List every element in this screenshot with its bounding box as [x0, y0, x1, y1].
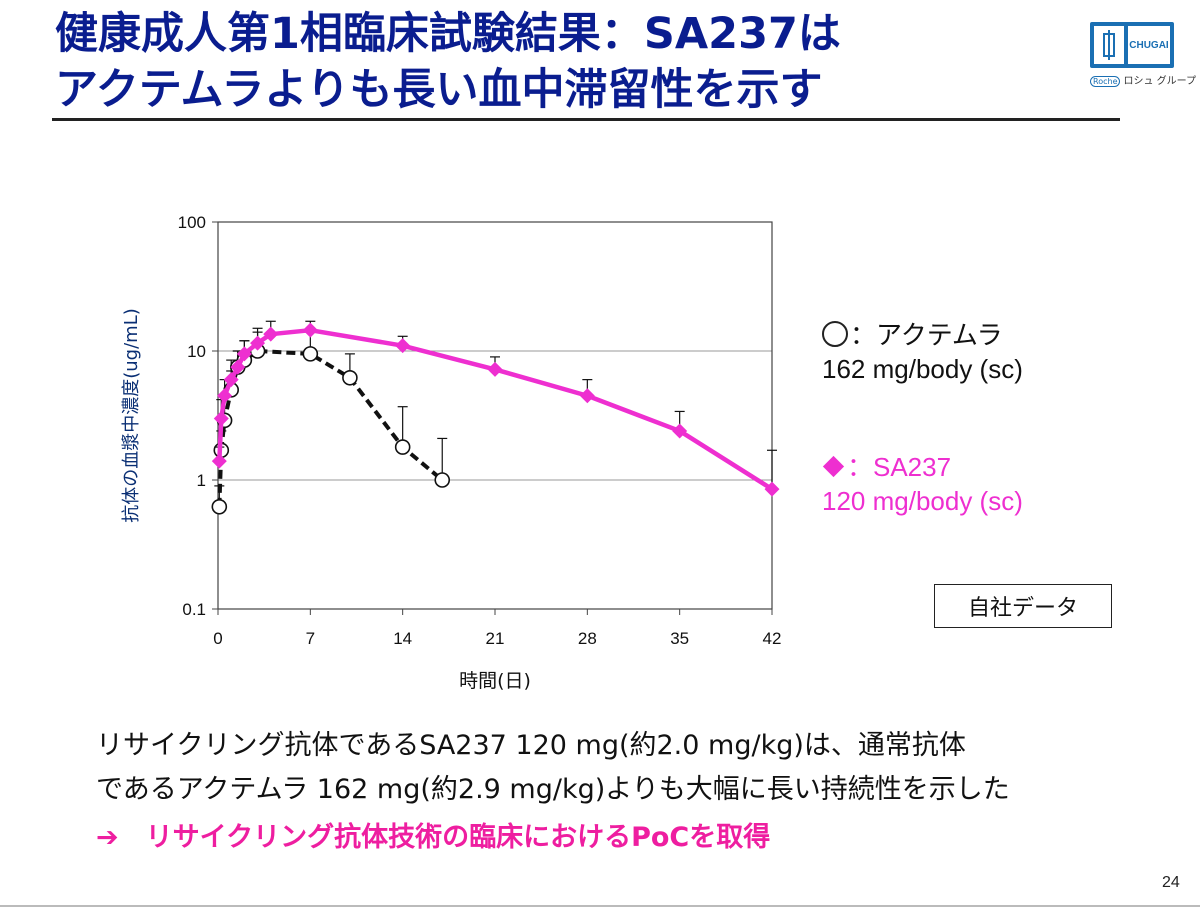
legend-sa237-dose: 120 mg/body (sc) — [822, 486, 1023, 516]
chugai-logo: CHUGAI Roche ロシュ グループ — [1090, 22, 1196, 92]
data-point — [342, 369, 358, 386]
x-tick-label: 0 — [213, 629, 222, 648]
roche-badge: Roche — [1090, 76, 1121, 87]
source-note: 自社データ — [934, 584, 1112, 628]
summary-text: リサイクリング抗体であるSA237 120 mg(約2.0 mg/kg)は、通常… — [96, 724, 1010, 812]
x-tick-label: 21 — [486, 629, 505, 648]
legend-actemra-dose: 162 mg/body (sc) — [822, 354, 1023, 384]
y-axis-label: 抗体の血漿中濃度(ug/mL) — [121, 308, 142, 523]
x-tick-label: 28 — [578, 629, 597, 648]
data-point — [395, 338, 411, 354]
roche-group-text: ロシュ グループ — [1123, 76, 1197, 87]
title-line-1: 健康成人第1相臨床試験結果：SA237は — [55, 9, 841, 59]
conclusion-text: ➔ リサイクリング抗体技術の臨床におけるPoCを取得 — [96, 822, 771, 853]
data-point — [302, 322, 318, 338]
x-axis-label: 時間(日) — [459, 670, 531, 692]
data-point — [394, 439, 411, 455]
y-tick-label: 1 — [197, 471, 206, 490]
page-number: 24 — [1162, 874, 1180, 891]
data-point — [579, 388, 595, 404]
legend-sa237: ：SA237 120 mg/body (sc) — [822, 450, 1023, 518]
y-tick-label: 0.1 — [182, 600, 206, 619]
data-point — [230, 359, 246, 375]
x-tick-label: 42 — [763, 629, 782, 648]
chart-series — [211, 320, 780, 515]
title-divider — [52, 118, 1120, 121]
x-axis-ticks: 0 7 14 21 28 35 42 — [213, 609, 781, 648]
summary-line-1: リサイクリング抗体であるSA237 120 mg(約2.0 mg/kg)は、通常… — [96, 730, 966, 761]
y-axis-ticks: 0.1 1 10 100 — [178, 213, 218, 619]
legend-actemra-label: ：アクテムラ — [850, 320, 1003, 350]
plot-area-frame — [217, 221, 773, 610]
data-point — [213, 410, 229, 426]
summary-line-2: であるアクテムラ 162 mg(約2.9 mg/kg)よりも大幅に長い持続性を示… — [96, 774, 1010, 805]
data-point — [223, 372, 239, 388]
logo-text: CHUGAI — [1128, 26, 1170, 64]
x-tick-label: 14 — [393, 629, 412, 648]
data-point — [236, 346, 252, 362]
logo-subtitle: Roche ロシュ グループ — [1090, 72, 1196, 87]
y-tick-label: 100 — [178, 213, 206, 232]
data-point — [302, 346, 319, 362]
series-sa237 — [211, 320, 780, 497]
data-point — [211, 498, 228, 515]
data-point — [487, 361, 503, 377]
data-point — [764, 481, 780, 497]
legend-actemra: ：アクテムラ 162 mg/body (sc) — [822, 318, 1023, 386]
open-circle-icon — [822, 321, 848, 347]
x-tick-label: 35 — [670, 629, 689, 648]
bottom-divider — [0, 905, 1200, 907]
data-point — [250, 335, 266, 351]
x-tick-label: 7 — [306, 629, 315, 648]
diamond-icon — [822, 455, 845, 478]
logo-box: CHUGAI — [1090, 22, 1174, 68]
logo-mark-icon — [1094, 26, 1124, 64]
slide-title: 健康成人第1相臨床試験結果：SA237は アクテムラよりも長い血中滞留性を示す — [55, 6, 1055, 118]
legend-sa237-label: ：SA237 — [847, 452, 952, 482]
data-point — [672, 423, 688, 439]
data-point — [263, 326, 279, 342]
data-point — [217, 388, 233, 404]
y-tick-label: 10 — [187, 342, 206, 361]
title-line-2: アクテムラよりも長い血中滞留性を示す — [55, 65, 823, 115]
data-point — [434, 472, 451, 488]
chart-grid — [218, 221, 772, 610]
series-line — [217, 349, 444, 507]
data-point — [211, 453, 227, 469]
series-actemra — [211, 331, 451, 515]
